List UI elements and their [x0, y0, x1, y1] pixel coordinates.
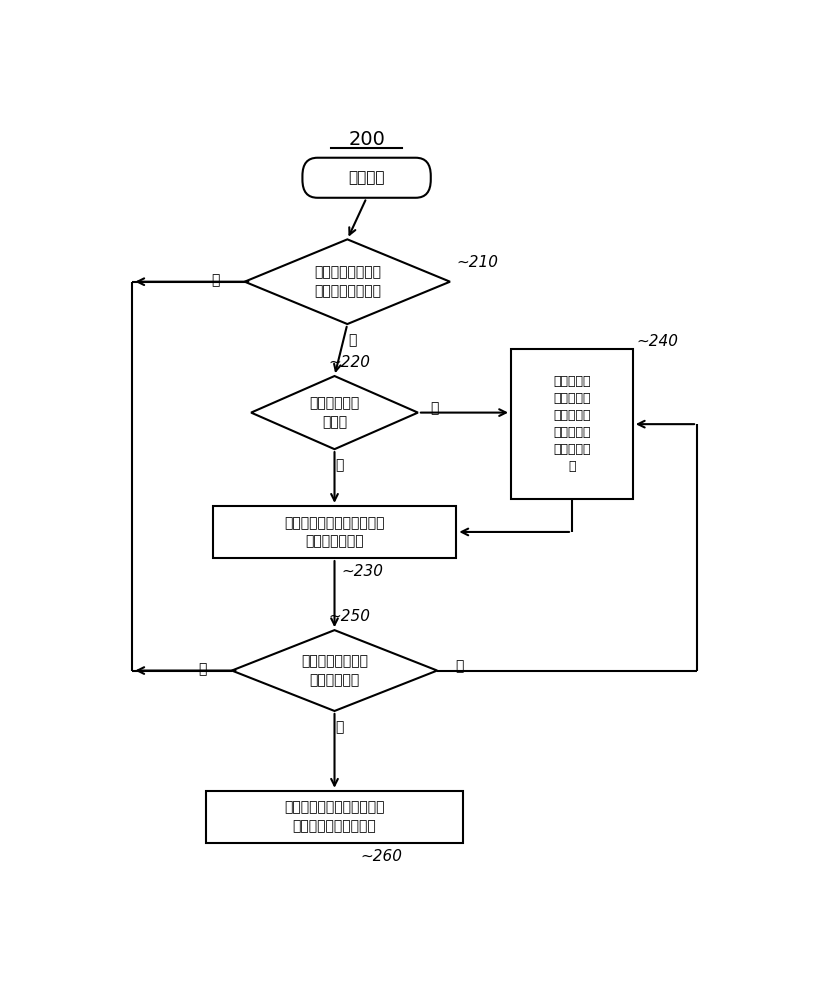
Text: 否: 否 [212, 273, 220, 287]
Text: 当前环境是否
为夜晚: 当前环境是否 为夜晚 [309, 396, 359, 429]
Text: 冰箱通电: 冰箱通电 [348, 170, 385, 185]
Text: 是: 是 [348, 333, 356, 347]
Text: ∼240: ∼240 [635, 334, 677, 349]
Text: ∼250: ∼250 [327, 609, 370, 624]
Text: 否: 否 [198, 662, 207, 676]
Polygon shape [232, 630, 437, 711]
Text: ∼220: ∼220 [327, 355, 370, 370]
Text: 是: 是 [335, 720, 343, 734]
Text: 控制冰箱的
压缩机和风
机均以比既
定转速低一
档的转速运
行: 控制冰箱的 压缩机和风 机均以比既 定转速低一 档的转速运 行 [552, 375, 590, 473]
Bar [206, 791, 462, 843]
Text: 控制冰箱的压缩机和风机均
以既定转速运转: 控制冰箱的压缩机和风机均 以既定转速运转 [284, 516, 385, 548]
FancyBboxPatch shape [302, 158, 430, 198]
Bar [510, 349, 632, 499]
Text: 否: 否 [455, 659, 463, 673]
Text: 当前环静温度是否
大于预设环境温度: 当前环静温度是否 大于预设环境温度 [313, 265, 380, 298]
Polygon shape [251, 376, 418, 449]
Text: 控制冰箱的压缩机和风机均
以负荷最低的转速运行: 控制冰箱的压缩机和风机均 以负荷最低的转速运行 [284, 801, 385, 833]
Text: 否: 否 [335, 458, 343, 472]
Bar [213, 506, 456, 558]
Text: 200: 200 [347, 130, 385, 149]
Text: 冰箱周围的预设范
围内是否有人: 冰箱周围的预设范 围内是否有人 [301, 654, 367, 687]
Text: ∼210: ∼210 [456, 255, 498, 270]
Polygon shape [245, 239, 450, 324]
Text: ∼230: ∼230 [341, 564, 382, 579]
Text: 是: 是 [429, 401, 437, 415]
Text: ∼260: ∼260 [360, 849, 402, 864]
